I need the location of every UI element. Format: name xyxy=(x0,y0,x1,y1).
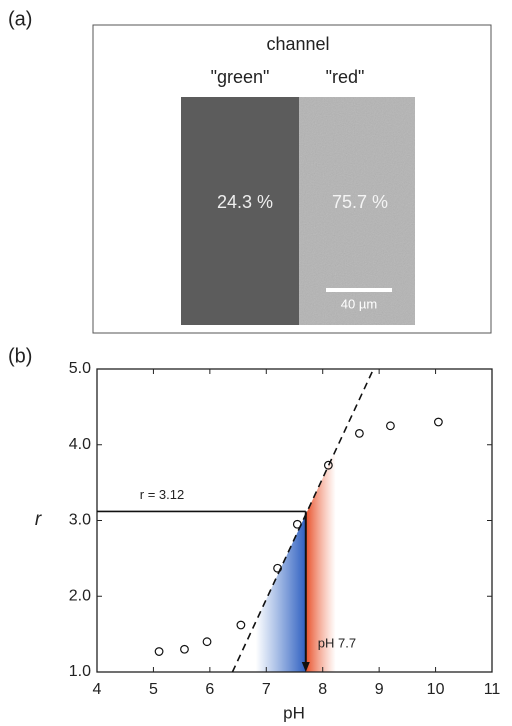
x-tick-label: 10 xyxy=(427,681,445,698)
blue-region xyxy=(255,514,306,672)
point xyxy=(202,637,212,647)
threshold-r-label: r = 3.12 xyxy=(140,487,184,502)
point xyxy=(236,620,246,630)
point xyxy=(354,428,364,438)
x-tick-label: 5 xyxy=(149,681,158,698)
panel-title: channel xyxy=(266,34,329,54)
y-tick-label: 5.0 xyxy=(69,360,91,377)
red-region xyxy=(305,450,336,672)
x-tick-label: 11 xyxy=(484,681,501,698)
point xyxy=(273,563,282,573)
x-tick-label: 4 xyxy=(93,681,102,698)
plot: 4 5 6 7 8 9 10 11 1.0 2.0 3.0 4.0 5.0 r = 3.12 pH 7.7 xyxy=(69,360,501,698)
y-tick-label: 4.0 xyxy=(69,436,91,453)
arrow-head xyxy=(301,662,310,672)
point xyxy=(323,460,333,470)
scale-bar-label: 40 µm xyxy=(341,296,377,311)
channel-label: "red" xyxy=(326,67,365,87)
x-axis-label: pH xyxy=(283,703,305,722)
point xyxy=(433,417,443,427)
point xyxy=(386,421,395,431)
fit-line xyxy=(231,368,375,673)
panel-frame xyxy=(92,24,492,334)
x-tick-label: 6 xyxy=(205,681,214,698)
y-tick-label: 1.0 xyxy=(69,663,91,680)
panel-label: (b) xyxy=(8,345,32,367)
y-tick-label: 2.0 xyxy=(69,587,91,604)
x-tick-label: 8 xyxy=(318,681,327,698)
y-axis-label: r xyxy=(35,509,42,530)
x-tick-label: 9 xyxy=(375,681,384,698)
image-noise xyxy=(299,97,415,325)
point xyxy=(154,647,164,656)
green-image xyxy=(181,97,299,325)
y-tick-label: 3.0 xyxy=(69,512,91,529)
threshold-ph-label: pH 7.7 xyxy=(318,635,356,650)
point xyxy=(292,519,302,529)
panel-label: (a) xyxy=(8,8,32,30)
point xyxy=(180,644,189,654)
x-tick-label: 7 xyxy=(262,681,271,698)
channel-label: "green" xyxy=(211,67,270,87)
channel-value: 24.3 % xyxy=(217,192,273,212)
channel-value: 75.7 % xyxy=(332,192,388,212)
